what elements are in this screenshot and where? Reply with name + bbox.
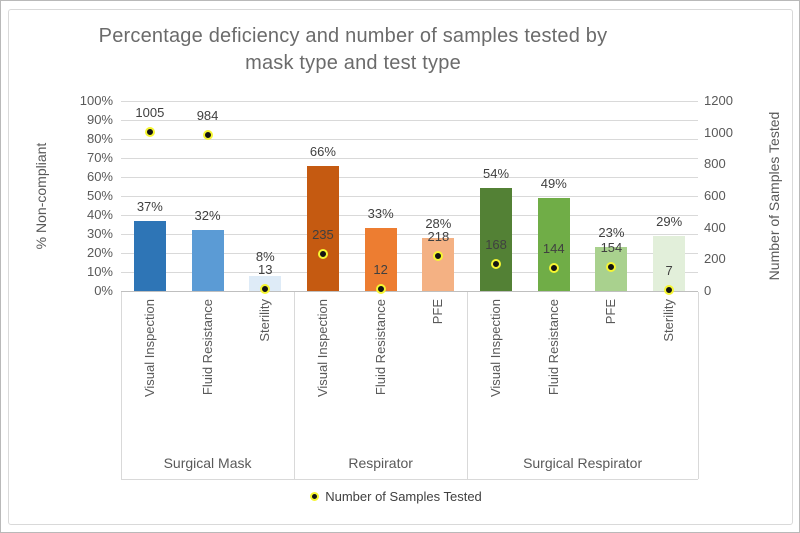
pct-deficiency-label: 37% [136,198,163,214]
chart-title-line1: Percentage deficiency and number of samp… [98,25,608,47]
left-axis-tick-label: 90% [86,112,113,127]
left-axis-tick-label: 70% [86,150,113,165]
samples-count-label: 13 [258,261,273,277]
pct-deficiency-label: 29% [656,213,683,229]
category-label: Sterility [257,299,273,342]
bar-surgical-respirator-sterility[interactable] [653,235,686,291]
pct-deficiency-label: 54% [483,166,510,182]
category-label: Fluid Resistance [545,299,561,396]
gridline [121,195,698,197]
gridline [121,100,698,102]
samples-point[interactable] [317,248,328,259]
gridline [121,214,698,216]
group-label: Surgical Respirator [523,455,643,471]
samples-point[interactable] [548,263,559,274]
samples-count-label: 144 [542,241,565,257]
category-box-bottom [121,479,698,480]
samples-count-label: 235 [312,226,334,242]
left-axis-tick-label: 80% [86,131,113,146]
pct-deficiency-label: 28% [425,216,452,232]
category-separator [466,292,468,479]
chart-title: Percentage deficiency and number of samp… [1,23,705,77]
right-axis-title: Number of Samples Tested [766,111,782,281]
left-axis-tick-label: 50% [86,188,113,203]
left-axis-tick-label: 40% [86,207,113,222]
category-label: Visual Inspection [314,299,330,398]
samples-point[interactable] [144,126,155,137]
bar-surgical-mask-sterility[interactable] [249,275,282,291]
samples-point[interactable] [606,261,617,272]
pct-deficiency-label: 66% [309,143,336,159]
samples-count-label: 984 [196,108,219,124]
category-label: Visual Inspection [141,299,157,398]
samples-count-label: 1005 [135,104,165,120]
category-label: PFE [430,299,446,325]
samples-point[interactable] [433,251,444,262]
category-label: Fluid Resistance [199,299,215,396]
bar-surgical-respirator-fluid-resistance[interactable] [537,197,570,291]
right-axis-tick-label: 200 [704,251,726,267]
left-axis-tick-label: 0% [94,283,113,298]
group-label: Surgical Mask [163,455,252,471]
category-label: Fluid Resistance [372,299,388,396]
samples-point[interactable] [260,283,271,294]
category-separator [697,292,699,479]
legend[interactable]: Number of Samples Tested [1,489,791,504]
category-label: Visual Inspection [488,299,504,398]
samples-count-label: 218 [427,229,450,245]
pct-deficiency-label: 32% [194,208,221,224]
samples-point[interactable] [491,259,502,270]
bar-respirator-visual-inspection[interactable] [306,165,339,291]
bar-surgical-respirator-visual-inspection[interactable] [480,188,513,291]
bar-surgical-mask-fluid-resistance[interactable] [191,230,224,291]
bar-surgical-mask-visual-inspection[interactable] [133,220,166,291]
right-axis-tick-label: 0 [704,283,712,298]
category-axis-line [121,291,698,292]
pct-deficiency-label: 49% [540,175,567,191]
gridline [121,271,698,273]
right-axis-tick-label: 600 [704,188,726,203]
left-axis-tick-label: 60% [86,169,113,184]
legend-label: Number of Samples Tested [325,489,482,504]
samples-point[interactable] [202,130,213,141]
gridline [121,157,698,159]
gridline [121,233,698,235]
samples-count-label: 168 [485,237,507,253]
left-axis-tick-label: 30% [86,226,113,241]
right-axis-tick-label: 400 [704,219,726,235]
gridline [121,176,698,178]
right-axis-tick-label: 1000 [704,124,733,140]
pct-deficiency-label: 23% [598,225,625,241]
category-separator [293,292,295,479]
samples-count-label: 7 [665,262,673,278]
chart-title-line2: mask type and test type [245,52,461,74]
gridline [121,138,698,140]
bar-respirator-pfe[interactable] [422,237,455,291]
left-axis-tick-label: 20% [86,245,113,260]
samples-point[interactable] [664,284,675,295]
bar-respirator-fluid-resistance[interactable] [364,228,397,291]
pct-deficiency-label: 33% [367,206,394,222]
category-separator [120,292,122,479]
category-label: PFE [603,299,619,325]
left-axis-tick-label: 100% [79,93,113,108]
samples-point[interactable] [375,284,386,295]
samples-count-label: 154 [600,239,623,255]
gridline [121,119,698,121]
samples-count-label: 12 [373,262,388,278]
pct-deficiency-label: 8% [255,248,275,264]
group-label: Respirator [348,455,413,471]
samples-legend-marker-icon [310,492,320,501]
category-label: Sterility [661,299,677,342]
left-axis-tick-label: 10% [86,264,113,279]
right-axis-tick-label: 1200 [704,93,733,108]
gridline [121,252,698,254]
right-axis-tick-label: 800 [704,156,726,172]
